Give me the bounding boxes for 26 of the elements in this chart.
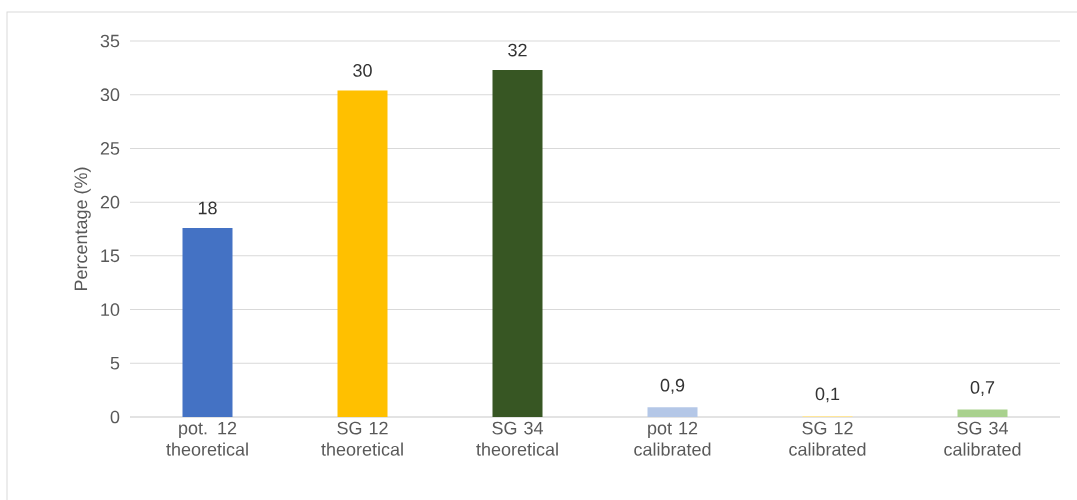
- x-tick-label: pot 12 calibrated: [634, 421, 711, 456]
- bar: [957, 409, 1008, 417]
- data-label: 0,1: [815, 387, 840, 403]
- bar: [647, 407, 698, 417]
- y-tick-label: 5: [110, 357, 120, 370]
- bar: [182, 227, 233, 417]
- y-tick-label: 30: [100, 88, 120, 102]
- data-label: 0,7: [970, 381, 995, 396]
- y-tick-label: 10: [101, 303, 120, 316]
- x-tick-label: pot. 12 theoretical: [166, 421, 248, 456]
- bar: [492, 70, 543, 417]
- y-tick-label: 15: [101, 249, 120, 263]
- data-label: 18: [198, 201, 217, 215]
- data-label: 32: [508, 43, 527, 57]
- y-tick-label: 25: [100, 142, 120, 155]
- y-tick-label: 0: [110, 410, 120, 424]
- x-tick-label: SG 34 calibrated: [944, 421, 1021, 456]
- y-tick-label: 35: [100, 34, 120, 48]
- x-tick-label: SG 12 calibrated: [789, 421, 866, 456]
- y-tick-label: 20: [100, 195, 120, 209]
- bar: [337, 90, 388, 417]
- x-tick-label: SG 12 theoretical: [321, 421, 403, 456]
- x-tick-label: SG 34 theoretical: [476, 421, 558, 456]
- data-label: 30: [353, 64, 372, 77]
- data-label: 0,9: [660, 378, 685, 394]
- y-axis-title: Percentage (%): [74, 167, 91, 291]
